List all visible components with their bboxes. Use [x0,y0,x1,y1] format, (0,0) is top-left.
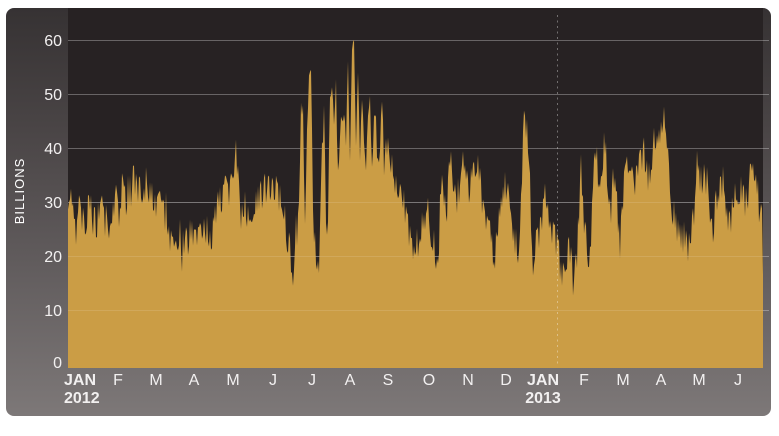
svg-text:30: 30 [44,195,62,212]
svg-text:O: O [423,372,435,389]
svg-text:BILLIONS: BILLIONS [12,158,27,225]
svg-text:20: 20 [44,249,62,266]
svg-text:40: 40 [44,141,62,158]
svg-text:J: J [269,372,277,389]
svg-text:M: M [149,372,162,389]
svg-text:JAN: JAN [527,372,559,389]
svg-text:F: F [113,372,123,389]
svg-text:M: M [692,372,705,389]
svg-text:M: M [226,372,239,389]
svg-text:50: 50 [44,87,62,104]
svg-text:0: 0 [53,355,62,372]
svg-text:A: A [656,372,667,389]
svg-text:JAN: JAN [64,372,96,389]
svg-text:S: S [383,372,394,389]
svg-text:J: J [734,372,742,389]
svg-text:F: F [579,372,589,389]
svg-text:A: A [189,372,200,389]
svg-text:2013: 2013 [525,390,561,407]
svg-text:2012: 2012 [64,390,100,407]
svg-text:M: M [616,372,629,389]
svg-text:N: N [462,372,474,389]
svg-text:J: J [308,372,316,389]
svg-text:60: 60 [44,33,62,50]
svg-text:10: 10 [44,303,62,320]
svg-text:D: D [500,372,512,389]
svg-text:A: A [345,372,356,389]
